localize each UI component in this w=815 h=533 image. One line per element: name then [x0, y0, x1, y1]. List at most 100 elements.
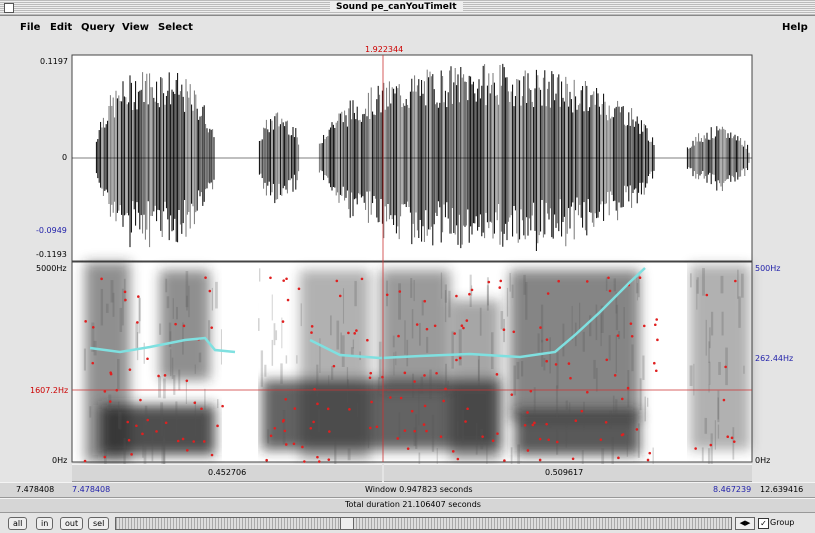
formant-dot: [177, 440, 180, 443]
spectral-streak: [348, 448, 351, 460]
button-all[interactable]: all: [8, 517, 27, 530]
spectral-streak: [188, 286, 189, 317]
spectral-streak: [353, 340, 354, 349]
spectral-streak: [379, 342, 382, 380]
formant-dot: [361, 278, 364, 281]
formant-dot: [164, 374, 167, 377]
formant-dot: [124, 299, 127, 302]
spectral-streak: [697, 277, 699, 293]
formant-dot: [192, 440, 195, 443]
spectral-streak: [419, 323, 421, 346]
formant-dot: [369, 372, 372, 375]
formant-dot: [146, 357, 149, 360]
formant-dot: [423, 300, 426, 303]
spectral-streak: [521, 361, 523, 376]
spectral-streak: [144, 343, 145, 364]
formant-dot: [498, 286, 501, 289]
spectral-streak: [259, 268, 260, 281]
formant-dot: [461, 324, 464, 327]
spectral-streak: [135, 323, 138, 350]
button-out[interactable]: out: [60, 517, 83, 530]
formant-dot: [648, 452, 651, 455]
scroll-thumb[interactable]: [340, 517, 354, 530]
spectral-streak: [172, 358, 174, 379]
spectral-streak: [638, 423, 640, 458]
spectral-streak: [486, 439, 487, 465]
formant-dot: [464, 420, 467, 423]
group-checkbox[interactable]: ✓: [758, 518, 769, 529]
formant-dot: [575, 419, 578, 422]
spectral-streak: [152, 431, 154, 461]
formant-dot: [135, 424, 138, 427]
formant-dot: [453, 332, 456, 335]
formant-dot: [423, 423, 426, 426]
spectral-streak: [487, 285, 489, 310]
spectral-streak: [579, 303, 580, 330]
formant-dot: [336, 280, 339, 283]
spectral-streak: [347, 379, 349, 389]
scrollbar[interactable]: [115, 517, 732, 530]
formant-dot: [309, 427, 312, 430]
spectral-streak: [511, 447, 513, 465]
spectral-streak: [404, 320, 405, 354]
spectral-streak: [101, 289, 103, 325]
spectral-silence: [222, 263, 258, 461]
spectral-streak: [743, 366, 744, 374]
spectral-streak: [406, 340, 408, 366]
spectral-streak: [507, 288, 508, 317]
spectral-streak: [275, 330, 277, 340]
spectral-streak: [426, 337, 428, 353]
formant-dot: [539, 438, 542, 441]
formant-dot: [303, 460, 306, 463]
spectral-streak: [106, 304, 109, 313]
formant-dot: [442, 400, 445, 403]
button-in[interactable]: in: [36, 517, 53, 530]
formant-dot: [496, 373, 499, 376]
spectral-streak: [280, 363, 282, 383]
spectral-streak: [572, 306, 573, 340]
spectral-streak: [170, 349, 171, 376]
formant-dot: [539, 326, 542, 329]
praat-window: Sound pe_canYouTimeIt File Edit Query Vi…: [0, 0, 815, 533]
formant-dot: [462, 327, 465, 330]
spectral-streak: [328, 375, 329, 385]
spectral-streak: [354, 281, 356, 306]
segment-left-label: 0.452706: [208, 468, 246, 477]
formant-dot: [435, 372, 438, 375]
visible-start: 7.478408: [72, 485, 110, 494]
spectral-streak: [176, 307, 178, 319]
formant-dot: [155, 430, 158, 433]
spectral-streak: [420, 377, 423, 394]
spectral-streak: [336, 321, 339, 350]
formant-dot: [333, 365, 336, 368]
spectral-streak: [215, 282, 218, 309]
formant-dot: [404, 372, 407, 375]
editor-canvas: [0, 0, 815, 533]
formant-dot: [369, 377, 372, 380]
spectral-streak: [717, 391, 719, 422]
spectral-streak: [513, 366, 516, 396]
spectral-streak: [601, 315, 602, 346]
formant-dot: [568, 362, 571, 365]
button-sel[interactable]: sel: [88, 517, 109, 530]
wave-max: 0.1197: [40, 57, 68, 66]
scroll-arrows[interactable]: ◀▶: [735, 517, 755, 530]
formant-dot: [404, 429, 407, 432]
spectral-streak: [715, 420, 716, 449]
spectral-streak: [718, 362, 721, 375]
spectral-streak: [186, 271, 189, 307]
formant-dot: [284, 398, 287, 401]
formant-dot: [339, 295, 342, 298]
spectral-streak: [398, 283, 401, 319]
cursor-time: 1.922344: [365, 45, 403, 54]
spectral-streak: [628, 412, 629, 429]
spectral-streak: [178, 370, 180, 391]
spectral-streak: [512, 285, 514, 298]
spectral-streak: [340, 333, 342, 354]
formant-dot: [100, 278, 103, 281]
formant-dot: [369, 427, 372, 430]
spectral-streak: [343, 288, 344, 323]
formant-dot: [492, 439, 495, 442]
spectral-streak: [722, 312, 724, 336]
formant-dot: [124, 291, 127, 294]
